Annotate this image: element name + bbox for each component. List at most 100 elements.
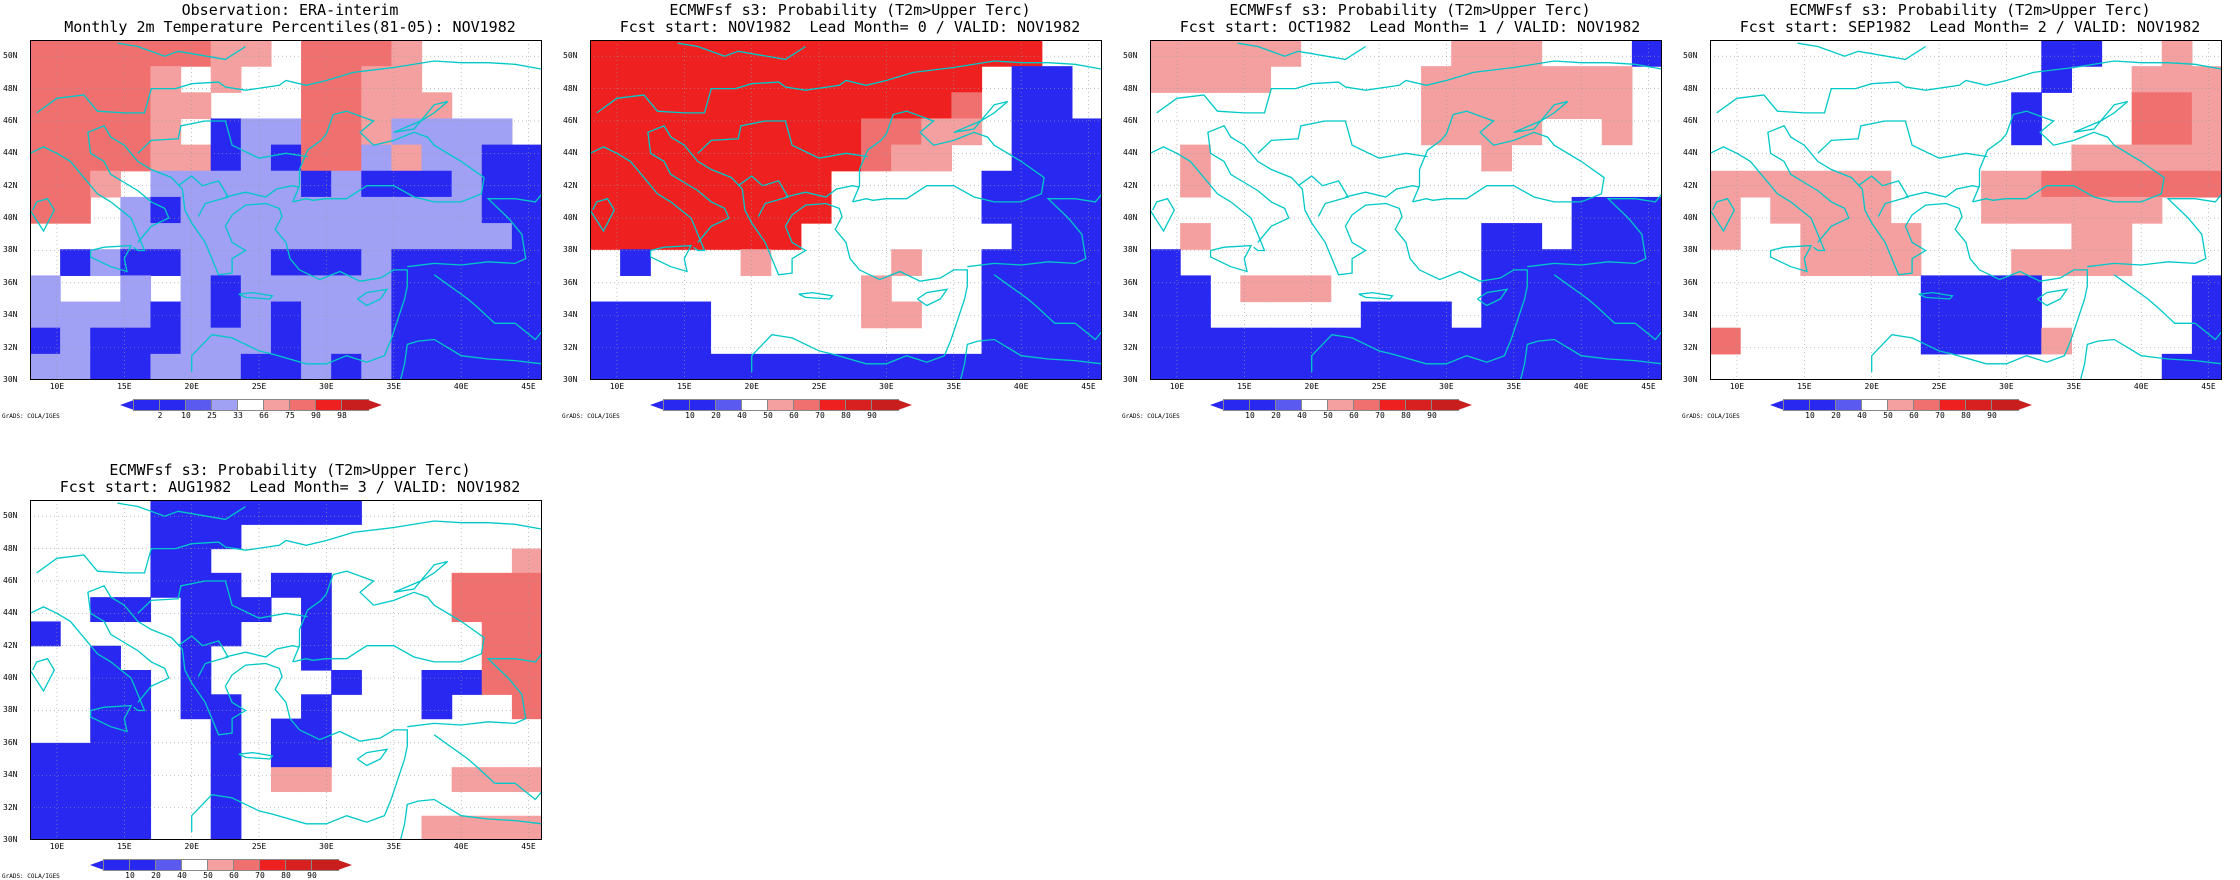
grid-cell xyxy=(1270,327,1302,355)
grid-cell xyxy=(861,301,892,329)
grid-cell xyxy=(590,353,621,380)
grid-cell xyxy=(90,92,121,120)
grid-cell xyxy=(1011,92,1043,120)
lat-tick-label: 42N xyxy=(3,640,18,650)
grid-cell xyxy=(2101,249,2133,276)
grid-cell xyxy=(1041,92,1073,120)
coastline xyxy=(1150,146,1266,252)
lon-tick-label: 20E xyxy=(1864,382,1879,391)
grid-cell xyxy=(30,118,61,146)
grid-cell xyxy=(30,92,61,120)
grid-cell xyxy=(1541,249,1573,276)
coastline xyxy=(1918,291,1954,300)
grid-cell xyxy=(1180,66,1211,93)
panel-title: ECMWFsf s3: Probability (T2m>Upper Terc)… xyxy=(1710,2,2230,36)
coastline xyxy=(177,175,230,217)
grid-cell xyxy=(891,353,922,380)
grid-cell xyxy=(120,327,152,355)
grid-cell xyxy=(2101,196,2133,224)
lat-tick-label: 32N xyxy=(1123,342,1138,352)
grid-cell xyxy=(650,353,681,380)
coastline xyxy=(852,110,1045,203)
grid-cell xyxy=(60,301,91,329)
grid-cell xyxy=(421,694,453,720)
grid-cell xyxy=(331,170,362,198)
grid-cell xyxy=(60,815,91,840)
grid-cell xyxy=(90,66,121,93)
grid-cell xyxy=(511,170,542,198)
grid-cell xyxy=(391,196,423,224)
grid-cell xyxy=(60,196,91,224)
grid-cell xyxy=(1920,301,1952,329)
grid-cell xyxy=(680,301,712,329)
grid-cell xyxy=(301,597,332,623)
grid-cell xyxy=(1981,327,2012,355)
grid-cell xyxy=(1631,275,1662,303)
grid-cell xyxy=(1710,327,1741,355)
coastline xyxy=(2087,193,2222,268)
grid-cell xyxy=(1541,66,1573,93)
grid-cell xyxy=(770,144,802,172)
grid-cell xyxy=(2191,66,2222,93)
grid-cell xyxy=(1240,66,1272,93)
lat-tick-label: 36N xyxy=(563,277,578,287)
grid-cell xyxy=(60,327,91,355)
lat-tick-label: 30N xyxy=(3,375,18,384)
grid-cell xyxy=(120,694,152,720)
lon-tick-label: 15E xyxy=(1797,382,1812,391)
grid-cell xyxy=(1210,327,1241,355)
grid-cell xyxy=(1071,144,1102,172)
lon-tick-label: 15E xyxy=(677,382,692,391)
grid-cell xyxy=(800,196,832,224)
grid-cell xyxy=(210,144,242,172)
grid-cell xyxy=(150,548,182,574)
grid-cell xyxy=(1300,275,1332,303)
grid-cell xyxy=(210,694,242,720)
lon-tick-label: 20E xyxy=(184,382,199,391)
grid-cell xyxy=(680,327,712,355)
grid-cell xyxy=(1150,249,1181,276)
colorbar-left-arrow xyxy=(1210,400,1224,410)
grid-cell xyxy=(1071,118,1102,146)
grid-cell xyxy=(150,92,182,120)
grid-cell xyxy=(2131,170,2163,198)
grid-cell xyxy=(30,742,61,768)
grid-cell xyxy=(1011,196,1043,224)
coastline xyxy=(1237,42,1366,61)
lat-tick-label: 32N xyxy=(563,342,578,352)
grid-cell xyxy=(361,40,393,67)
grid-cell xyxy=(30,170,61,198)
grid-cell xyxy=(180,353,212,380)
grid-cell xyxy=(650,40,681,67)
grid-cell xyxy=(60,40,91,67)
map-canvas xyxy=(1150,40,1662,380)
grid-cell xyxy=(620,223,651,250)
grid-cell xyxy=(180,597,212,623)
grid-cell xyxy=(180,621,212,647)
grid-cell xyxy=(1071,170,1102,198)
grid-cell xyxy=(680,353,712,380)
grid-cell xyxy=(770,353,802,380)
grid-cell xyxy=(120,815,152,840)
coastline xyxy=(225,185,300,198)
grid-cell xyxy=(590,40,621,67)
lat-tick-label: 30N xyxy=(3,835,18,844)
colorbar-segment xyxy=(181,859,209,871)
coastline xyxy=(30,657,56,693)
grid-cell xyxy=(451,670,483,695)
grid-cell xyxy=(1451,327,1482,355)
lon-tick-label: 45E xyxy=(2201,382,2216,391)
grid-cell xyxy=(210,40,242,67)
map-svg xyxy=(590,40,1102,380)
colorbar xyxy=(1210,399,1472,411)
colorbar-segment xyxy=(1835,399,1863,411)
coastline xyxy=(1345,185,1420,198)
coastline xyxy=(697,120,868,159)
grid-cell xyxy=(301,353,332,380)
grid-cell xyxy=(1511,66,1543,93)
lat-tick-label: 38N xyxy=(563,245,578,255)
grid-cell xyxy=(361,92,393,120)
colorbar-tick-label: 60 xyxy=(229,871,239,880)
panel-title-line-2: Fcst start: SEP1982 Lead Month= 2 / VALI… xyxy=(1739,18,2201,36)
grid-cell xyxy=(210,718,242,744)
